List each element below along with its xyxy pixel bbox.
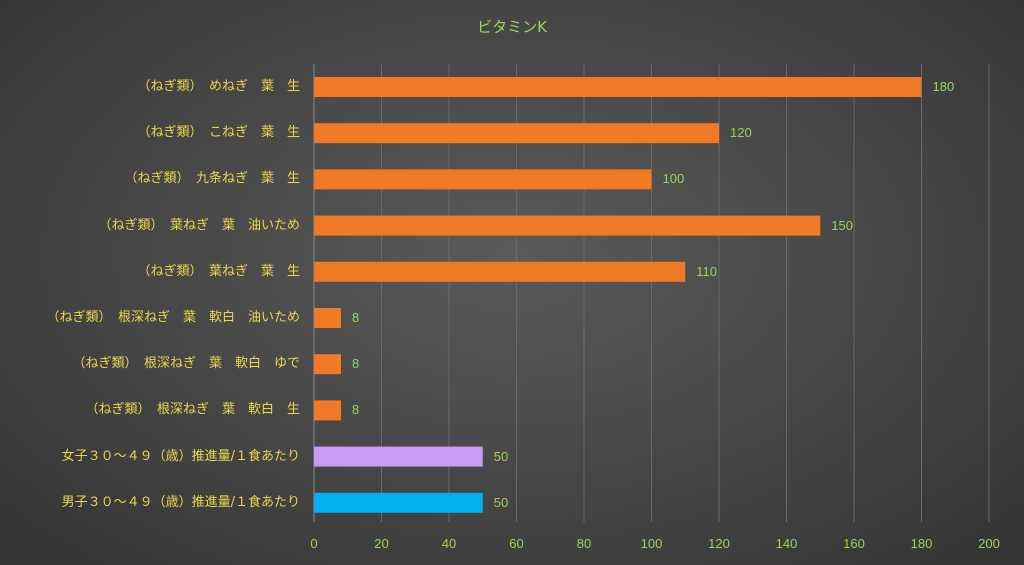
category-label: （ねぎ類） 九条ねぎ 葉 生: [124, 171, 300, 187]
x-tick-label: 160: [843, 536, 865, 551]
category-label: （ねぎ類） 根深ねぎ 葉 軟白 ゆで: [72, 356, 300, 372]
x-tick-label: 120: [708, 536, 730, 551]
data-label: 180: [932, 79, 955, 94]
x-tick-label: 40: [441, 536, 457, 551]
bar: [314, 77, 922, 97]
x-tick-label: 80: [576, 536, 592, 551]
data-label: 150: [831, 217, 853, 233]
bar: [314, 215, 821, 236]
category-label: （ねぎ類） 葉ねぎ 葉 生: [137, 263, 300, 279]
category-label: （ねぎ類） めねぎ 葉 生: [137, 79, 300, 94]
category-label: （ねぎ類） こねぎ 葉 生: [137, 125, 300, 141]
data-label: 50: [493, 494, 509, 510]
category-label: 女子３０～４９（歳）推進量/１食あたり: [61, 448, 300, 464]
chart-title: ビタミンK: [477, 18, 547, 36]
x-tick-label: 180: [910, 536, 933, 551]
category-label: （ねぎ類） 葉ねぎ 葉 油いため: [98, 217, 300, 233]
bar: [314, 308, 341, 328]
category-label: （ねぎ類） 根深ねぎ 葉 軟白 生: [85, 402, 300, 418]
bar: [314, 123, 719, 144]
x-tick-label: 100: [640, 536, 663, 551]
data-label: 8: [352, 402, 360, 418]
data-label: 120: [730, 125, 752, 141]
x-tick-label: 60: [509, 536, 524, 551]
bar: [314, 446, 483, 467]
x-tick-label: 0: [310, 536, 318, 551]
category-label: 男子３０～４９（歳）推進量/１食あたり: [61, 494, 300, 510]
x-tick-label: 200: [978, 536, 1000, 551]
data-label: 8: [352, 310, 360, 325]
bar: [314, 354, 341, 375]
data-label: 100: [662, 171, 685, 187]
bar: [314, 492, 483, 513]
bar: [314, 400, 341, 421]
category-label: （ねぎ類） 根深ねぎ 葉 軟白 油いため: [46, 310, 300, 325]
bar: [314, 169, 652, 190]
x-tick-label: 140: [775, 536, 798, 551]
x-tick-label: 20: [374, 536, 389, 551]
data-label: 50: [493, 448, 509, 464]
data-label: 8: [352, 356, 360, 372]
bar: [314, 261, 686, 282]
data-label: 110: [696, 263, 717, 279]
